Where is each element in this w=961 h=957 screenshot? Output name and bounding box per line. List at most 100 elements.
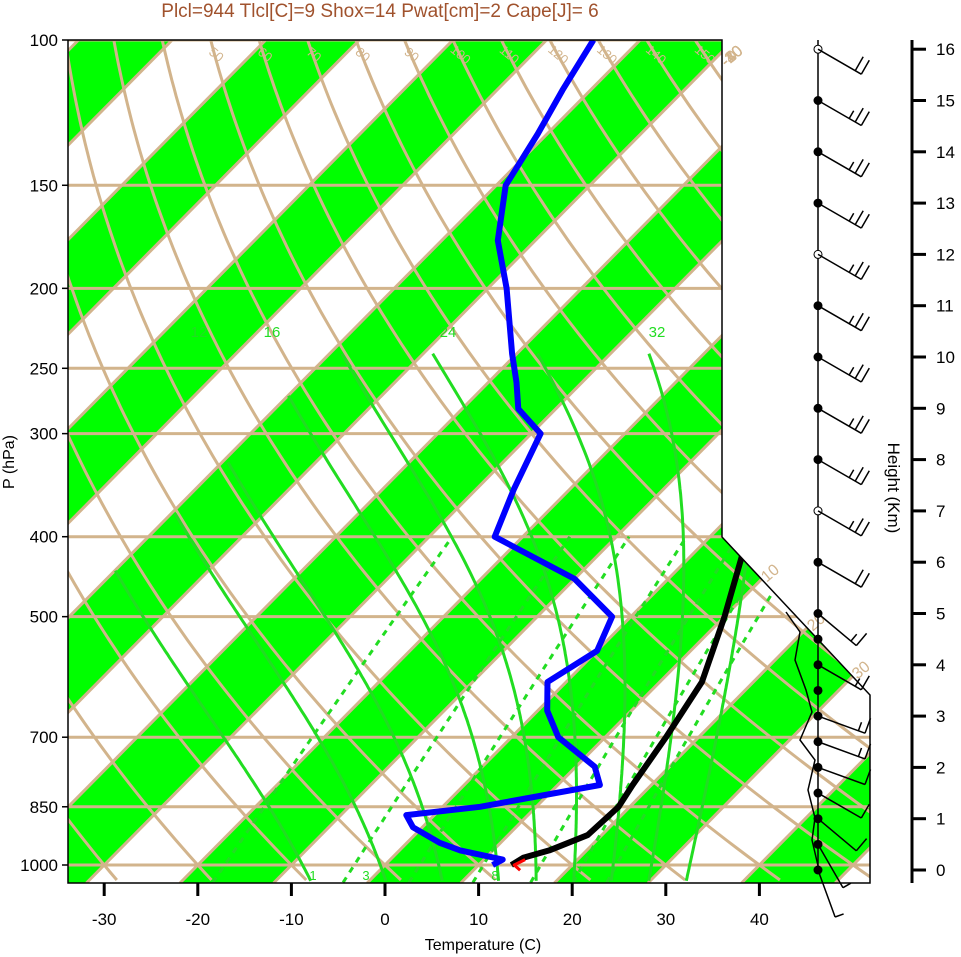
wind-barb	[817, 561, 862, 588]
isotherm-line	[68, 40, 642, 883]
temperature-stripe	[68, 40, 870, 883]
wind-trace	[785, 611, 820, 871]
wind-barb-flag	[848, 366, 855, 376]
wind-barb-flag	[854, 210, 864, 225]
dry-adiabat-line	[209, 40, 870, 882]
height-tick-label: 5	[936, 605, 945, 624]
dry-adiabat-line	[68, 40, 402, 882]
wind-barb	[817, 510, 862, 537]
x-axis-label: Temperature (C)	[425, 937, 541, 954]
isotherm-line	[68, 40, 267, 883]
wind-barb-flag	[860, 162, 870, 178]
moist-adiabat-line	[114, 570, 313, 882]
wind-barb-flag	[854, 569, 864, 585]
mixing-ratio-line	[471, 535, 688, 883]
temperature-axis: -30 -20 -10 0 10 20 30 40	[92, 883, 769, 929]
height-tick-label: 1	[936, 810, 945, 829]
height-tick-label: 9	[936, 399, 945, 418]
wind-barb	[817, 305, 862, 332]
wind-barb	[817, 151, 862, 178]
moist-adiabat-line	[431, 352, 578, 881]
height-tick-label: 10	[936, 348, 955, 367]
mixing-ratio-label: 1	[309, 868, 316, 883]
sounding-trace	[403, 40, 616, 868]
moist-adiabat-line	[536, 352, 627, 881]
mixing-ratio-line	[341, 535, 572, 883]
wind-barb-flag	[860, 803, 870, 819]
wind-barb-flag	[854, 56, 864, 72]
wind-barb-flag	[855, 632, 868, 647]
wind-barb-flag	[842, 882, 852, 889]
wind-barb-flag	[854, 312, 864, 328]
isotherm-line	[68, 40, 735, 883]
mixing-ratio-label: 3	[362, 868, 369, 883]
pressure-tick-label: 700	[30, 728, 58, 747]
dry-adiabat-line	[403, 40, 870, 882]
height-tick-label: 16	[936, 40, 955, 59]
temperature-tick-label: 30	[656, 910, 675, 929]
wind-level-dot	[813, 685, 823, 695]
wind-barb-flag	[860, 213, 870, 229]
isotherm-line	[68, 40, 361, 883]
wind-barb	[817, 99, 862, 127]
temperature-tick-label: 20	[563, 910, 582, 929]
pressure-tick-label: 250	[30, 359, 58, 378]
moist-adiabat-line	[647, 353, 686, 882]
temperature-tick-label: 40	[750, 910, 769, 929]
pressure-tick-label: 300	[30, 425, 58, 444]
wind-level-dot	[813, 634, 823, 644]
pressure-tick-label: 1000	[20, 856, 58, 875]
wind-barb-flag	[860, 367, 870, 383]
wind-barb-flag	[860, 111, 870, 126]
height-tick-label: 11	[936, 297, 954, 316]
theta-e-label: 12	[191, 324, 208, 341]
wind-barb-flag	[860, 316, 870, 332]
wind-barb	[817, 843, 844, 889]
temperature-tick-label: 10	[469, 910, 488, 929]
theta-label: 80	[353, 44, 374, 65]
height-tick-label: 7	[936, 502, 945, 521]
isotherm-line	[178, 40, 870, 883]
wind-barb	[817, 202, 862, 229]
theta-e-label: 16	[264, 324, 281, 341]
height-tick-label: 13	[936, 194, 955, 213]
pressure-tick-label: 400	[30, 528, 58, 547]
height-tick-label: 15	[936, 92, 955, 111]
wind-barb-flag	[860, 59, 870, 75]
wind-barb-flag	[848, 264, 855, 273]
sounding-trace	[512, 858, 526, 872]
wind-barb	[817, 715, 866, 734]
wind-barb	[817, 792, 862, 819]
chart-title: Plcl=944 Tlcl[C]=9 Shox=14 Pwat[cm]=2 Ca…	[161, 1, 598, 22]
dry-adiabat-line	[548, 40, 870, 882]
theta-label: 90	[401, 44, 422, 65]
wind-barb	[817, 664, 862, 691]
moist-adiabat-line	[287, 395, 501, 881]
wind-barb-flag	[860, 470, 870, 485]
wind-barb-flag	[850, 633, 858, 642]
dry-adiabat-line	[257, 40, 870, 882]
wind-barb	[817, 612, 857, 647]
isotherm-line	[459, 40, 870, 883]
wind-barb-flag	[854, 678, 861, 687]
wind-barb-flag	[860, 521, 870, 537]
wind-barb-flag	[854, 107, 864, 123]
wind-barb-flag	[864, 743, 872, 760]
pressure-tick-label: 200	[30, 279, 58, 298]
dry-adiabat-line	[68, 40, 497, 882]
isotherm-line	[68, 40, 455, 883]
isotherm-label: 30	[849, 658, 874, 683]
wind-barb-flag	[848, 161, 855, 171]
temperature-tick-label: -30	[92, 910, 117, 929]
wind-barb	[817, 356, 862, 383]
wind-profile	[785, 40, 872, 918]
wind-barb-flag	[864, 769, 872, 785]
wind-barb-flag	[860, 419, 870, 434]
y-axis-label: P (hPa)	[1, 435, 18, 489]
plot-frame	[67, 39, 871, 884]
temperature-stripe	[554, 40, 870, 883]
temperature-stripe	[68, 40, 360, 883]
pressure-tick-label: 100	[30, 31, 58, 50]
theta-label: 120	[545, 42, 571, 67]
